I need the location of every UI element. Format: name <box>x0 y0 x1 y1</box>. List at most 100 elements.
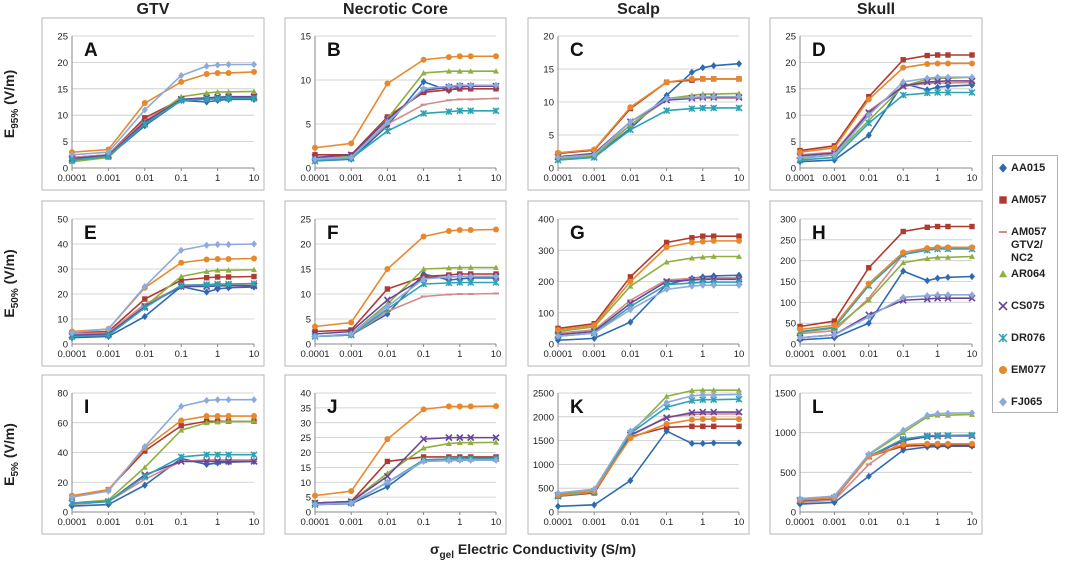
data-point <box>348 153 355 162</box>
x-tick-label: 0.001 <box>97 173 121 184</box>
data-point <box>445 279 453 287</box>
series-line-dr076 <box>314 110 496 162</box>
data-point <box>969 440 975 447</box>
legend-item: FJ065 <box>997 396 1042 409</box>
data-point <box>945 223 951 230</box>
legend-label: DR076 <box>1011 332 1046 344</box>
data-point <box>969 409 975 417</box>
x-tick-label: 0.0001 <box>543 173 572 184</box>
data-point <box>924 224 930 231</box>
data-point <box>251 240 257 248</box>
data-point <box>251 60 257 69</box>
data-point <box>420 457 427 466</box>
row-ylabel: E95% (V/m) <box>1 70 21 138</box>
series-line-dr076 <box>799 91 972 161</box>
x-tick-label: 1 <box>215 173 220 184</box>
panel-letter: C <box>570 40 584 61</box>
data-point <box>934 254 941 260</box>
data-point <box>934 291 941 299</box>
y-tick-label: 60 <box>57 418 68 429</box>
x-tick-label: 1 <box>215 517 220 528</box>
data-point <box>420 266 427 272</box>
data-point <box>710 416 717 423</box>
y-tick-label: 150 <box>780 277 796 288</box>
y-tick-label: 20 <box>300 240 311 251</box>
data-point <box>944 77 952 85</box>
x-tick-label: 1 <box>935 517 940 528</box>
data-point <box>968 88 976 97</box>
data-point <box>493 439 499 445</box>
data-point <box>445 228 452 234</box>
data-point <box>688 68 695 76</box>
data-point <box>923 78 931 86</box>
data-point <box>348 488 355 495</box>
y-tick-label: 40 <box>300 389 311 400</box>
x-tick-label: 0.0001 <box>543 517 572 528</box>
data-point <box>445 440 452 446</box>
y-tick-label: 0 <box>549 340 554 351</box>
data-point <box>736 439 742 447</box>
data-point <box>934 410 941 418</box>
x-tick-label: 0.001 <box>823 349 847 360</box>
data-point <box>456 293 463 295</box>
x-tick-label: 0.001 <box>823 517 847 528</box>
x-tick-label: 0.01 <box>136 173 155 184</box>
legend-marker <box>999 270 1007 278</box>
data-point <box>663 107 671 115</box>
data-point <box>934 244 941 251</box>
data-point <box>493 81 499 89</box>
data-point <box>214 413 221 420</box>
data-point <box>445 54 452 61</box>
data-point <box>944 409 951 417</box>
legend-label: FJ065 <box>1011 396 1043 408</box>
data-point <box>934 88 942 97</box>
data-point <box>104 331 112 339</box>
data-point <box>214 458 221 461</box>
data-point <box>627 476 634 485</box>
data-point <box>969 81 975 84</box>
data-point <box>445 273 452 281</box>
data-point <box>627 104 634 111</box>
data-point <box>699 439 706 448</box>
y-tick-label: 15 <box>300 32 311 43</box>
data-point <box>493 226 499 233</box>
x-tick-label: 0.1 <box>175 517 188 528</box>
data-point <box>420 69 427 76</box>
x-tick-label: 0.01 <box>621 173 640 184</box>
data-point <box>214 451 222 459</box>
data-point <box>736 75 742 82</box>
data-point <box>865 96 872 103</box>
x-tick-label: 0.1 <box>175 349 188 360</box>
y-tick-label: 20 <box>57 478 68 489</box>
panel-J: 0 5 10 15 20 25 30 35 40 0.0001 0.001 0.01 0.1 1 10 J <box>284 374 507 535</box>
x-tick-label: 0.0001 <box>785 517 814 528</box>
y-tick-label: 5 <box>63 137 68 148</box>
x-tick-label: 0.1 <box>660 517 673 528</box>
data-point <box>178 273 185 279</box>
data-point <box>178 277 184 283</box>
data-point <box>944 254 951 260</box>
data-point <box>420 103 427 106</box>
data-point <box>467 264 474 270</box>
data-point <box>735 104 743 112</box>
data-point <box>736 423 742 430</box>
data-point <box>493 292 499 295</box>
data-point <box>663 393 670 399</box>
data-point <box>736 90 742 96</box>
x-tick-label: 0.001 <box>823 173 847 184</box>
data-point <box>831 329 838 332</box>
panel-letter: L <box>812 397 824 418</box>
y-tick-label: 300 <box>780 215 796 226</box>
data-point <box>456 107 464 115</box>
x-tick-label: 0.01 <box>621 349 640 360</box>
data-point <box>203 256 210 263</box>
data-point <box>467 293 474 295</box>
data-point <box>384 118 391 126</box>
legend-marker <box>999 163 1007 173</box>
x-tick-label: 10 <box>734 173 745 184</box>
data-point <box>178 402 185 410</box>
data-point <box>736 60 742 68</box>
y-tick-label: 50 <box>785 319 796 330</box>
x-tick-label: 0.1 <box>660 173 673 184</box>
data-point <box>688 105 696 113</box>
